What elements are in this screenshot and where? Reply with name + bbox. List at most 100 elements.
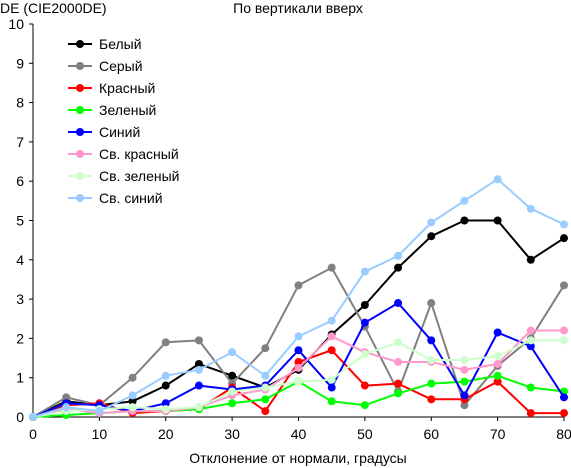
x-tick-label: 80: [556, 426, 571, 442]
x-tick-label: 20: [158, 426, 174, 442]
data-point: [460, 365, 469, 374]
data-point: [394, 338, 403, 347]
data-point: [327, 346, 336, 355]
data-point: [427, 218, 436, 227]
data-point: [360, 350, 369, 359]
data-point: [460, 391, 469, 400]
y-tick-label: 7: [16, 134, 24, 150]
data-point: [327, 383, 336, 392]
data-point: [493, 359, 502, 368]
legend-label: Синий: [99, 124, 140, 140]
data-point: [560, 220, 568, 229]
x-tick-label: 30: [224, 426, 240, 442]
data-point: [394, 263, 403, 272]
data-point: [427, 379, 436, 388]
y-tick-label: 8: [16, 95, 24, 111]
axes: 0 1 2 3 4 5 6 7 8 9 10 0 10 20 30 40 50 60 70 80: [8, 16, 571, 442]
data-point: [128, 397, 137, 406]
data-point: [493, 175, 502, 184]
data-point: [360, 381, 369, 390]
data-point: [394, 389, 403, 398]
y-tick-label: 9: [16, 55, 24, 71]
data-point: [560, 326, 568, 335]
data-point: [526, 342, 535, 351]
legend-entry: Св. красный: [68, 146, 179, 162]
y-tick-label: 0: [16, 409, 24, 425]
data-point: [261, 344, 270, 353]
data-point: [62, 393, 71, 402]
chart-title: По вертикали вверх: [233, 0, 363, 16]
y-tick-label: 2: [16, 330, 24, 346]
data-point: [261, 371, 270, 380]
data-point: [394, 299, 403, 308]
data-point: [526, 383, 535, 392]
legend-marker: [76, 62, 84, 70]
data-point: [560, 336, 568, 345]
data-point: [327, 375, 336, 384]
y-tick-label: 10: [8, 16, 24, 32]
data-point: [294, 363, 303, 372]
x-axis-label: Отклонение от нормали, градусы: [189, 450, 406, 466]
legend-marker: [76, 150, 84, 158]
y-tick-label: 1: [16, 370, 24, 386]
y-tick-label: 3: [16, 291, 24, 307]
x-tick-label: 0: [29, 426, 37, 442]
data-point: [194, 336, 203, 345]
legend-entry: Белый: [68, 36, 142, 52]
legend-label: Св. зеленый: [99, 168, 179, 184]
series-layer: [29, 175, 568, 421]
legend-label: Св. синий: [99, 190, 163, 206]
data-point: [261, 383, 270, 392]
x-tick-label: 50: [357, 426, 373, 442]
data-point: [327, 397, 336, 406]
data-point: [95, 407, 104, 416]
data-point: [194, 359, 203, 368]
legend-label: Белый: [99, 36, 142, 52]
data-point: [261, 407, 270, 416]
data-point: [560, 234, 568, 243]
legend-marker: [76, 172, 84, 180]
data-point: [161, 399, 170, 408]
data-point: [427, 299, 436, 308]
data-point: [394, 251, 403, 260]
legend-label: Св. красный: [99, 146, 179, 162]
data-point: [493, 328, 502, 337]
data-point: [327, 332, 336, 341]
y-axis-label: DE (CIE2000DE): [0, 0, 107, 16]
data-point: [493, 352, 502, 361]
series-1: [29, 216, 568, 421]
data-point: [360, 318, 369, 327]
data-point: [526, 409, 535, 418]
data-point: [228, 348, 237, 357]
data-point: [194, 403, 203, 412]
data-point: [394, 357, 403, 366]
legend-label: Серый: [99, 58, 143, 74]
data-point: [194, 365, 203, 374]
data-point: [294, 346, 303, 355]
data-point: [427, 232, 436, 241]
legend-entry: Св. синий: [68, 190, 163, 206]
data-point: [360, 267, 369, 276]
legend-marker: [76, 194, 84, 202]
legend-marker: [76, 106, 84, 114]
data-point: [294, 377, 303, 386]
series-7: [29, 336, 568, 421]
legend-entry: Зеленый: [68, 102, 156, 118]
y-tick-label: 5: [16, 213, 24, 229]
legend-label: Красный: [99, 80, 155, 96]
legend-entry: Синий: [68, 124, 140, 140]
data-point: [560, 281, 568, 290]
data-point: [228, 371, 237, 380]
data-point: [128, 403, 137, 412]
data-point: [460, 196, 469, 205]
data-point: [493, 216, 502, 225]
data-point: [526, 336, 535, 345]
y-tick-label: 6: [16, 173, 24, 189]
y-tick-label: 4: [16, 252, 24, 268]
data-point: [128, 373, 137, 382]
data-point: [128, 391, 137, 400]
legend-marker: [76, 40, 84, 48]
legend-entry: Св. зеленый: [68, 168, 179, 184]
data-point: [360, 401, 369, 410]
